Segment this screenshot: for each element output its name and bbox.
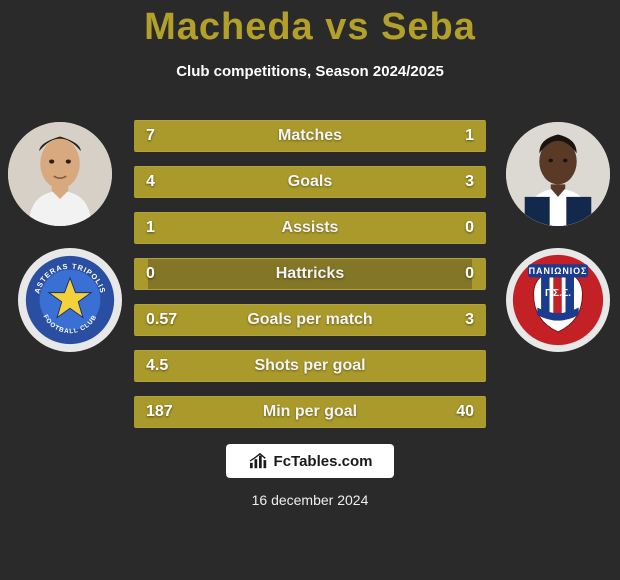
stat-value-left: 1: [146, 219, 155, 237]
player-avatar-right-icon: [506, 122, 610, 226]
stat-label: Shots per goal: [134, 357, 486, 375]
stat-row: Assists1 0: [134, 212, 486, 244]
stat-label: Assists: [134, 219, 486, 237]
footer-date: 16 december 2024: [0, 492, 620, 508]
player-photo-left: [8, 122, 112, 226]
club-right-year: 1890: [551, 323, 566, 330]
club-right-letters: Γ.Σ.Σ.: [545, 288, 571, 299]
chart-icon: [248, 452, 270, 470]
comparison-title: Macheda vs Seba: [0, 0, 620, 49]
comparison-subtitle: Club competitions, Season 2024/2025: [0, 63, 620, 80]
stat-row: Goals4 3: [134, 166, 486, 198]
stat-value-right: 0: [465, 265, 474, 283]
stat-value-right: 40: [456, 403, 474, 421]
footer-badge[interactable]: FcTables.com: [226, 444, 394, 478]
club-badge-left: ASTERAS TRIPOLIS FOOTBALL CLUB: [18, 248, 122, 352]
club-crest-left-icon: ASTERAS TRIPOLIS FOOTBALL CLUB: [24, 254, 116, 346]
stat-value-left: 0: [146, 265, 155, 283]
stat-row: Goals per match0.57 3: [134, 304, 486, 336]
stat-label: Hattricks: [134, 265, 486, 283]
stat-value-right: 0: [465, 219, 474, 237]
stat-value-left: 0.57: [146, 311, 177, 329]
stat-value-right: 1: [465, 127, 474, 145]
footer-brand-text: FcTables.com: [274, 453, 373, 470]
stat-value-right: 3: [465, 173, 474, 191]
club-crest-right-icon: Γ.Σ.Σ. ΠΑΝΙΩΝΙΟΣ 1890: [511, 253, 605, 347]
stat-value-right: 3: [465, 311, 474, 329]
stat-row: Matches7 1: [134, 120, 486, 152]
stat-value-left: 4.5: [146, 357, 168, 375]
stat-row: Hattricks0 0: [134, 258, 486, 290]
stat-row: Shots per goal4.5: [134, 350, 486, 382]
stat-value-left: 4: [146, 173, 155, 191]
comparison-content: ASTERAS TRIPOLIS FOOTBALL CLUB Γ.Σ.Σ. ΠΑ…: [0, 122, 620, 430]
stat-label: Goals per match: [134, 311, 486, 329]
stat-row: Min per goal187 40: [134, 396, 486, 428]
stat-label: Goals: [134, 173, 486, 191]
stat-value-left: 187: [146, 403, 173, 421]
player-photo-right: [506, 122, 610, 226]
stat-bars: Matches71Goals43Assists10Hattricks00Goal…: [134, 120, 486, 428]
club-badge-right: Γ.Σ.Σ. ΠΑΝΙΩΝΙΟΣ 1890: [506, 248, 610, 352]
player-avatar-left-icon: [8, 122, 112, 226]
stat-label: Min per goal: [134, 403, 486, 421]
stat-label: Matches: [134, 127, 486, 145]
stat-value-left: 7: [146, 127, 155, 145]
club-right-ribbon: ΠΑΝΙΩΝΙΟΣ: [529, 266, 588, 276]
